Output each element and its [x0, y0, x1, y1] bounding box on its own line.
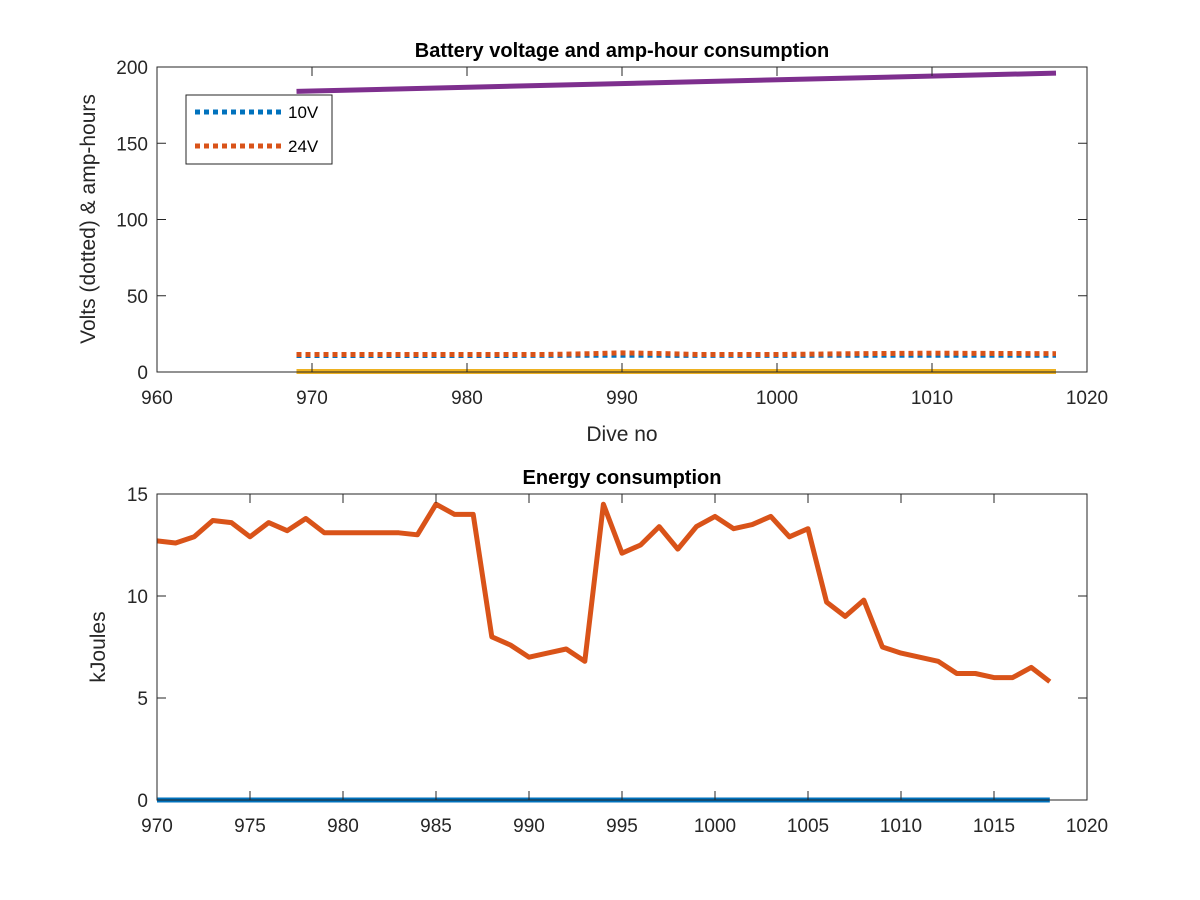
- x-tick-label: 970: [296, 388, 328, 409]
- x-tick-label: 1020: [1066, 816, 1108, 837]
- x-tick-label: 995: [606, 816, 638, 837]
- x-tick-label: 1020: [1066, 388, 1108, 409]
- energy-ticks-layer: 970 975 980 985 990 995 1000 1005 1010 1015 102005…: [127, 485, 1108, 837]
- legend-label-10v: 10V: [288, 103, 319, 122]
- x-tick-label: 1005: [787, 816, 829, 837]
- y-tick-label: 150: [116, 134, 148, 155]
- x-tick-label: 990: [606, 388, 638, 409]
- voltage-chart: 960 970 980 990 1000 1010 1020 0 50 100 150 200 Bat…: [77, 40, 1108, 446]
- y-tick-label: 200: [116, 58, 148, 79]
- x-tick-label: 970: [141, 816, 173, 837]
- series-line-0-1: [296, 350, 1057, 357]
- y-tick-label: 0: [137, 791, 148, 812]
- y-tick-label: 0: [137, 363, 148, 384]
- legend-box: [185, 94, 333, 165]
- x-tick-label: 980: [451, 388, 483, 409]
- energy-chart-title: Energy consumption: [523, 467, 722, 489]
- series-line-0-3: [296, 70, 1057, 94]
- y-tick-label: 15: [127, 485, 148, 506]
- energy-y-axis-label: kJoules: [87, 611, 110, 682]
- x-tick-label: 980: [327, 816, 359, 837]
- y-tick-label: 50: [127, 287, 148, 308]
- x-tick-label: 1010: [911, 388, 953, 409]
- y-tick-label: 100: [116, 211, 148, 232]
- x-tick-label: 1015: [973, 816, 1015, 837]
- x-tick-label: 960: [141, 388, 173, 409]
- x-tick-label: 985: [420, 816, 452, 837]
- x-tick-label: 990: [513, 816, 545, 837]
- energy-plot-area: [157, 494, 1087, 800]
- y-tick-label: 10: [127, 587, 148, 608]
- voltage-x-axis-label: Dive no: [586, 423, 657, 446]
- x-tick-label: 1000: [694, 816, 736, 837]
- voltage-chart-title: Battery voltage and amp-hour consumption: [415, 40, 829, 62]
- energy-chart: 970 975 980 985 990 995 1000 1005 1010 1015 102005…: [87, 467, 1108, 837]
- series-line-1-1: [156, 501, 1052, 684]
- x-tick-label: 975: [234, 816, 266, 837]
- x-tick-label: 1010: [880, 816, 922, 837]
- legend-label-24v: 24V: [288, 137, 319, 156]
- voltage-y-axis-label: Volts (dotted) & amp-hours: [77, 94, 100, 344]
- x-tick-label: 1000: [756, 388, 798, 409]
- voltage-ticks-layer: 960 970 980 990 1000 1010 1020 0 50 100 150 200: [116, 58, 1108, 409]
- y-tick-label: 5: [137, 689, 148, 710]
- voltage-legend: 10V 24V: [185, 94, 333, 165]
